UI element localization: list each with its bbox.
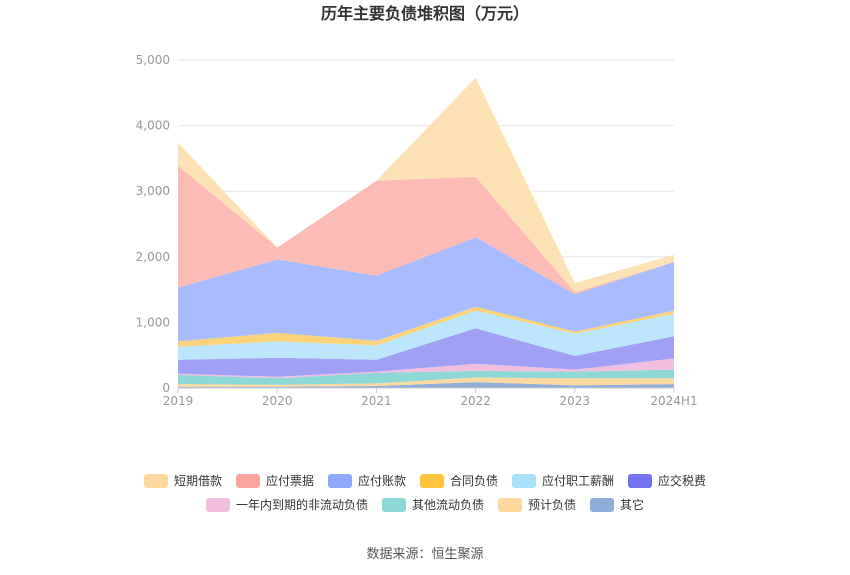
legend-label: 其它: [620, 497, 644, 512]
x-axis: 2019 2020 2021 2022 2023 2024H1: [163, 387, 698, 408]
area-其他流动负债: [178, 369, 674, 385]
area-一年内到期的非流动负债: [178, 358, 674, 379]
legend-swatch: [512, 474, 536, 488]
y-tick-label: 0: [162, 381, 170, 395]
x-tick-label: 2019: [163, 394, 194, 408]
legend-item[interactable]: 应交税费: [628, 473, 706, 488]
legend-item[interactable]: 应付票据: [236, 473, 314, 488]
legend-item[interactable]: 应付账款: [328, 473, 406, 488]
area-短期借款: [178, 77, 674, 293]
legend-item[interactable]: 合同负债: [420, 473, 498, 488]
legend-swatch: [144, 474, 168, 488]
legend-label: 应付票据: [266, 473, 314, 488]
area-应付职工薪酬: [178, 310, 674, 360]
y-tick-label: 2,000: [136, 250, 170, 264]
area-其它: [178, 382, 674, 388]
x-tick-label: 2024H1: [650, 394, 697, 408]
x-tick-label: 2020: [262, 394, 293, 408]
legend-item[interactable]: 其它: [590, 497, 644, 512]
area-应交税费: [178, 328, 674, 377]
area-series: [178, 77, 674, 388]
y-tick-label: 1,000: [136, 315, 170, 329]
y-tick-label: 5,000: [136, 53, 170, 67]
legend-swatch: [498, 498, 522, 512]
legend-swatch: [328, 474, 352, 488]
x-tick-label: 2021: [361, 394, 392, 408]
legend-swatch: [590, 498, 614, 512]
legend-label: 短期借款: [174, 474, 222, 488]
area-应付票据: [178, 165, 674, 295]
chart-title: 历年主要负债堆积图（万元）: [321, 4, 529, 23]
legend-swatch: [628, 474, 652, 488]
legend-swatch: [382, 498, 406, 512]
legend-label: 预计负债: [528, 498, 576, 512]
y-tick-label: 3,000: [136, 184, 170, 198]
legend-item[interactable]: 一年内到期的非流动负债: [206, 497, 368, 512]
legend-swatch: [420, 474, 444, 488]
legend-label: 应交税费: [658, 473, 706, 488]
legend-label: 合同负债: [450, 473, 498, 488]
x-tick-label: 2023: [560, 394, 591, 408]
area-预计负债: [178, 377, 674, 387]
legend-item[interactable]: 其他流动负债: [382, 498, 484, 512]
legend-item[interactable]: 短期借款: [144, 474, 222, 488]
legend-label: 一年内到期的非流动负债: [236, 497, 368, 512]
y-tick-label: 4,000: [136, 119, 170, 133]
legend-item[interactable]: 应付职工薪酬: [512, 473, 614, 488]
legend-swatch: [206, 498, 230, 512]
legend-swatch: [236, 474, 260, 488]
x-tick-label: 2022: [460, 394, 491, 408]
source-note: 数据来源：恒生聚源: [366, 547, 483, 562]
area-应付账款: [178, 237, 674, 342]
legend-item[interactable]: 预计负债: [498, 498, 576, 512]
y-axis-ticks: 0 1,000 2,000 3,000 4,000 5,000: [136, 53, 170, 395]
legend-label: 应付账款: [358, 473, 406, 488]
legend-label: 其他流动负债: [412, 498, 484, 512]
legend-label: 应付职工薪酬: [542, 473, 614, 488]
area-合同负债: [178, 306, 674, 347]
